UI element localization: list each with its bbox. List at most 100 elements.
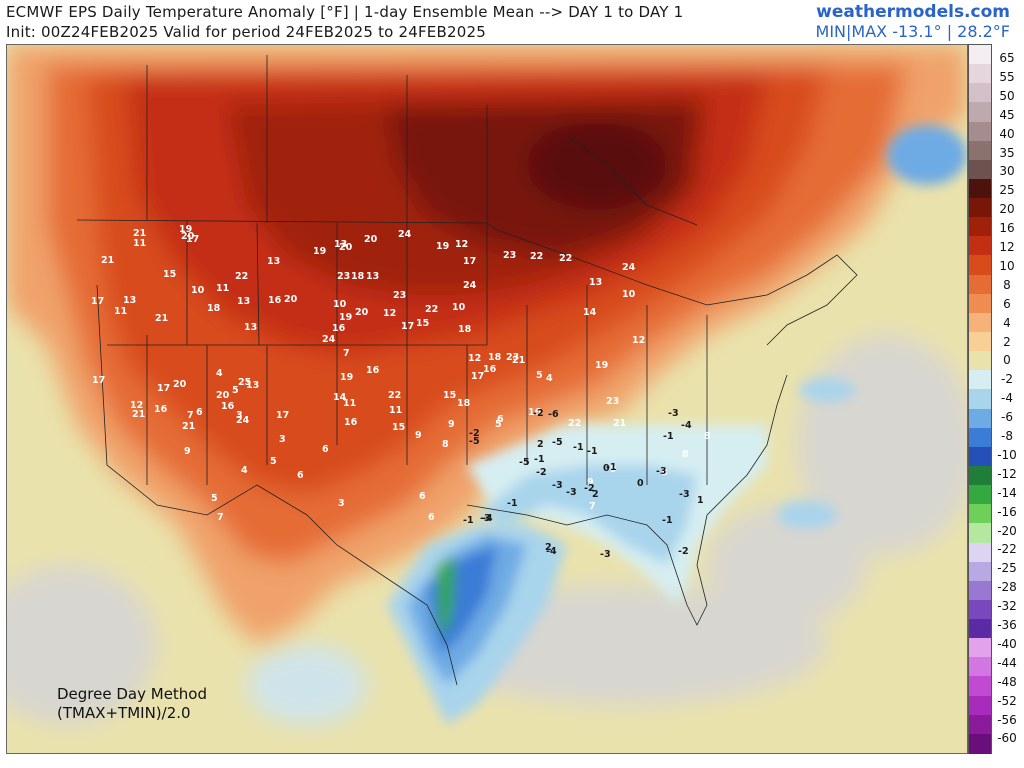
anomaly-value-label: 18 xyxy=(458,324,472,335)
legend-swatch xyxy=(969,485,991,506)
legend-swatch xyxy=(969,83,991,104)
anomaly-value-label: 4 xyxy=(216,368,223,379)
anomaly-value-label: 13 xyxy=(244,322,258,333)
boundary-lines xyxy=(76,55,858,686)
anomaly-value-label: 0 xyxy=(637,478,644,489)
anomaly-value-label: 17 xyxy=(91,296,105,307)
legend-tick-label: -48 xyxy=(997,674,1017,689)
anomaly-value-label: 16 xyxy=(332,323,346,334)
min-max-readout: MIN|MAX -13.1° | 28.2°F xyxy=(815,22,1010,41)
anomaly-value-label: 11 xyxy=(343,398,357,409)
legend-tick-label: -14 xyxy=(997,485,1017,500)
anomaly-value-label: 2 xyxy=(537,439,544,450)
legend-tick-label: -8 xyxy=(1001,429,1013,443)
anomaly-value-label: 23 xyxy=(606,396,620,407)
legend-tick-label: -12 xyxy=(997,466,1017,481)
legend-tick-label: -36 xyxy=(997,618,1017,632)
legend-swatch xyxy=(969,102,991,123)
anomaly-value-label: 20 xyxy=(181,231,195,242)
anomaly-value-label: 0 xyxy=(603,463,610,474)
anomaly-value-label: 9 xyxy=(448,419,455,430)
anomaly-value-label: 21 xyxy=(101,255,115,266)
anomaly-value-label: 21 xyxy=(182,421,196,432)
anomaly-value-label: 5 xyxy=(536,370,543,381)
anomaly-value-label: 19 xyxy=(436,241,450,252)
anomaly-value-label: -1 xyxy=(606,462,617,473)
anomaly-value-label: -1 xyxy=(463,515,474,526)
legend-tick-label: 0 xyxy=(1003,353,1011,368)
anomaly-value-label: -3 xyxy=(679,489,690,500)
anomaly-value-label: 8 xyxy=(682,449,689,460)
anomaly-value-label: -1 xyxy=(507,498,518,509)
brand-link[interactable]: weathermodels.com xyxy=(816,2,1010,22)
legend-swatch xyxy=(969,657,991,678)
map-canvas xyxy=(7,45,967,753)
anomaly-value-label: 15 xyxy=(416,318,430,329)
anomaly-value-label: 24 xyxy=(622,262,636,273)
anomaly-value-label: -4 xyxy=(546,546,557,557)
anomaly-value-label: -2 xyxy=(533,408,544,419)
anomaly-value-label: 23 xyxy=(506,352,520,363)
anomaly-value-label: 19 xyxy=(313,246,327,257)
anomaly-value-label: 21 xyxy=(613,418,627,429)
anomaly-value-label: 9 xyxy=(587,477,594,488)
legend-tick-label: -22 xyxy=(997,542,1017,557)
anomaly-value-label: 9 xyxy=(184,446,191,457)
legend-tick-label: 35 xyxy=(999,145,1015,160)
method-line-2: (TMAX+TMIN)/2.0 xyxy=(57,704,191,722)
anomaly-value-label: 17 xyxy=(471,371,485,382)
legend-tick-label: -40 xyxy=(997,636,1017,651)
anomaly-value-label: -3 xyxy=(566,487,577,498)
legend-swatch xyxy=(969,523,991,544)
legend-swatch xyxy=(969,561,991,582)
anomaly-value-label: 16 xyxy=(366,365,380,376)
anomaly-value-label: 17 xyxy=(186,234,200,245)
anomaly-value-label: 22 xyxy=(425,304,439,315)
legend-tick-label: -32 xyxy=(997,599,1017,614)
legend-swatch xyxy=(969,408,991,429)
legend-swatch xyxy=(969,542,991,563)
legend-tick-label: -4 xyxy=(1001,391,1013,406)
anomaly-value-label: 16 xyxy=(154,404,168,415)
legend-tick-label: -28 xyxy=(997,580,1017,595)
legend-swatch xyxy=(969,733,991,754)
legend-tick-label: 65 xyxy=(999,51,1015,65)
legend-swatch xyxy=(969,159,991,180)
anomaly-value-label: 19 xyxy=(595,360,609,371)
anomaly-value-label: 5 xyxy=(270,456,277,467)
anomaly-value-label: 17 xyxy=(463,256,477,267)
anomaly-value-label: 2 xyxy=(545,542,552,553)
anomaly-value-label: -4 xyxy=(681,420,692,431)
anomaly-value-label: 11 xyxy=(114,306,128,317)
anomaly-value-label: 16 xyxy=(221,401,235,412)
anomaly-value-label: 13 xyxy=(246,380,260,391)
anomaly-value-label: 9 xyxy=(415,430,422,441)
legend-tick-label: 6 xyxy=(1003,296,1011,311)
anomaly-value-label: 17 xyxy=(92,375,106,386)
anomaly-value-label: -2 xyxy=(536,467,547,478)
anomaly-value-label: 8 xyxy=(442,439,449,450)
legend-swatch xyxy=(969,140,991,161)
legend-swatch xyxy=(969,351,991,372)
anomaly-value-label: 5 xyxy=(232,385,239,396)
anomaly-value-label: 18 xyxy=(351,271,365,282)
anomaly-value-label: 10 xyxy=(333,299,347,310)
anomaly-value-label: 21 xyxy=(512,355,526,366)
method-line-1: Degree Day Method xyxy=(57,685,208,703)
legend-tick-label: 8 xyxy=(1003,277,1011,292)
anomaly-value-label: 21 xyxy=(133,228,147,239)
legend-tick-label: 40 xyxy=(999,126,1015,141)
legend-tick-label: 30 xyxy=(999,164,1015,179)
legend-swatch xyxy=(969,121,991,142)
legend-swatch xyxy=(969,465,991,486)
anomaly-value-label: 20 xyxy=(364,234,378,245)
anomaly-value-label: 16 xyxy=(344,417,358,428)
anomaly-value-label: 20 xyxy=(216,390,230,401)
anomaly-value-label: 22 xyxy=(388,390,402,401)
anomaly-value-label: 24 xyxy=(236,415,250,426)
legend-swatch xyxy=(969,446,991,467)
anomaly-value-label: 3 xyxy=(279,434,286,445)
legend-swatch xyxy=(969,638,991,659)
anomaly-value-label: 13 xyxy=(123,295,137,306)
anomaly-value-label: 10 xyxy=(191,285,205,296)
